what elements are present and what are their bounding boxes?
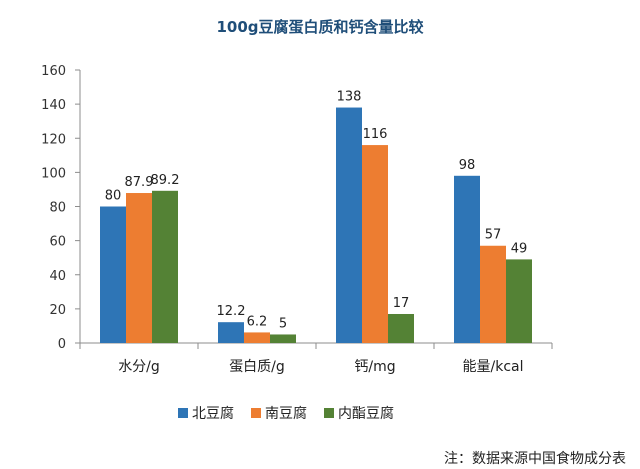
bar <box>454 175 480 343</box>
data-label: 138 <box>337 90 362 105</box>
data-label: 6.2 <box>247 314 268 329</box>
bar <box>100 206 126 343</box>
legend-swatch <box>178 408 188 418</box>
legend-label: 北豆腐 <box>192 405 234 422</box>
x-tick-label: 钙/mg <box>354 359 395 375</box>
bar <box>336 107 362 343</box>
data-label: 12.2 <box>217 304 246 319</box>
bar <box>270 334 296 343</box>
legend-swatch <box>324 408 334 418</box>
data-label: 80 <box>105 189 122 204</box>
legend-label: 南豆腐 <box>265 405 307 422</box>
data-label: 57 <box>485 228 502 243</box>
bar <box>506 259 532 343</box>
legend-swatch <box>251 408 261 418</box>
y-tick-label: 60 <box>49 235 66 250</box>
y-tick-label: 140 <box>41 98 66 113</box>
bar <box>244 332 270 343</box>
y-tick-label: 0 <box>58 337 66 352</box>
data-label: 89.2 <box>151 173 180 188</box>
y-tick-label: 120 <box>41 132 66 147</box>
data-label: 49 <box>511 241 528 256</box>
bar <box>362 145 388 343</box>
chart-title: 100g豆腐蛋白质和钙含量比较 <box>216 18 424 36</box>
bar <box>126 193 152 343</box>
data-label: 5 <box>279 316 287 331</box>
y-tick-label: 80 <box>49 201 66 216</box>
bar <box>218 322 244 343</box>
bar <box>480 245 506 343</box>
x-tick-label: 能量/kcal <box>463 359 524 375</box>
x-tick-label: 蛋白质/g <box>229 359 285 375</box>
x-tick-label: 水分/g <box>118 359 160 375</box>
y-tick-label: 40 <box>49 269 66 284</box>
bar <box>388 313 414 343</box>
legend-label: 内酯豆腐 <box>338 405 394 422</box>
y-tick-label: 160 <box>41 64 66 79</box>
data-label: 17 <box>393 296 410 311</box>
source-note: 注：数据来源中国食物成分表 <box>444 451 626 467</box>
data-label: 116 <box>363 127 388 142</box>
bar <box>152 190 178 343</box>
y-tick-label: 20 <box>49 303 66 318</box>
y-tick-label: 100 <box>41 166 66 181</box>
data-label: 98 <box>459 158 476 173</box>
data-label: 87.9 <box>125 175 154 190</box>
